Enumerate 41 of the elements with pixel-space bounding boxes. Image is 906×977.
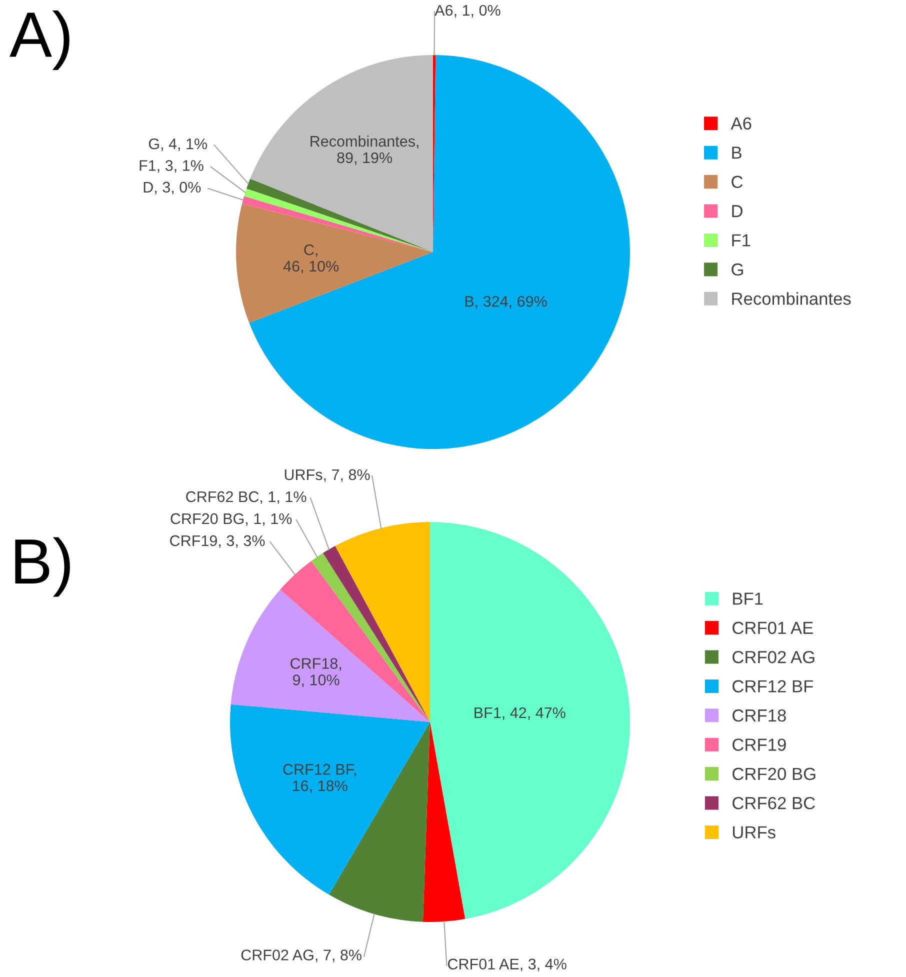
data-label: A6, 1, 0%	[434, 4, 500, 18]
data-label: B, 324, 69%	[465, 296, 547, 309]
legend-label: C	[732, 176, 743, 188]
legend-label: CRF01 AE	[732, 622, 813, 634]
data-label: CRF01 AE, 3, 4%	[448, 958, 566, 972]
data-label: CRF02 AG, 7, 8%	[241, 950, 362, 962]
legend-label: CRF02 AG	[732, 650, 814, 664]
legend-label: CRF20 BG	[732, 768, 816, 780]
legend-label: BF1	[733, 592, 763, 605]
legend-label: B	[732, 146, 742, 159]
data-label: F1, 3, 1%	[140, 160, 204, 173]
legend-label: URFs	[733, 826, 776, 838]
data-label: CRF18, 9, 10%	[290, 658, 342, 688]
data-label: Recombinantes, 89, 19%	[310, 135, 418, 165]
pie-slice	[280, 561, 430, 722]
data-label: C, 46, 10%	[283, 244, 339, 274]
data-label: G, 4, 1%	[148, 138, 208, 152]
pie-slice	[230, 590, 430, 722]
data-label: CRF12 BF, 16, 18%	[283, 764, 356, 794]
data-label: CRF62 BC, 1, 1%	[186, 491, 306, 504]
pie-slice	[422, 722, 466, 922]
pie-slice	[236, 204, 433, 323]
legend-label: CRF62 BC	[732, 796, 815, 810]
pie-slice	[230, 704, 430, 895]
pie-slice	[249, 55, 630, 449]
data-label: CRF20 BG, 1, 1%	[170, 513, 292, 526]
data-label: BF1, 42, 47%	[474, 707, 566, 720]
legend-label: CRF18	[732, 709, 786, 722]
legend-label: F1	[732, 234, 750, 246]
chart-title: A)	[10, 10, 70, 70]
text: B)	[15, 537, 70, 597]
legend-label: G	[732, 263, 743, 276]
legend-label: Recombinantes	[732, 292, 851, 305]
legend-label: A6	[730, 117, 752, 130]
legend-label: CRF12 BF	[732, 680, 813, 692]
legend-label: D	[732, 205, 742, 218]
data-label: D, 3, 0%	[144, 182, 201, 194]
pie-slice	[430, 522, 630, 919]
legend-label: CRF19	[732, 738, 786, 751]
data-label: CRF19, 3, 3%	[170, 535, 265, 548]
data-label: URFs, 7, 8%	[284, 469, 370, 482]
